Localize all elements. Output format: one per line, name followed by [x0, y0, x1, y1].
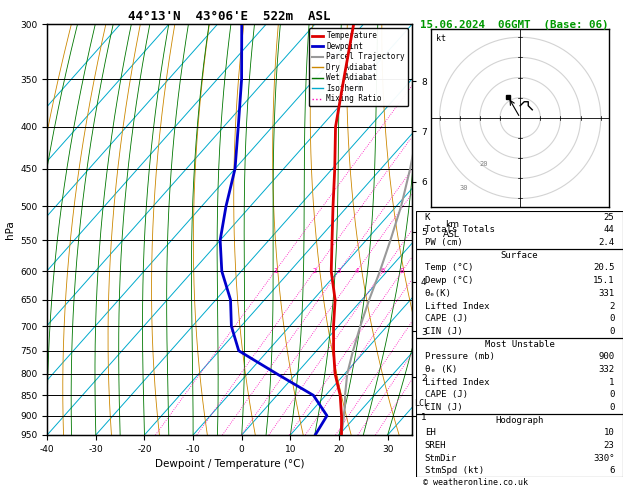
Text: 4: 4 [355, 268, 359, 274]
Text: SREH: SREH [425, 441, 446, 450]
Text: 1: 1 [609, 378, 615, 387]
Text: Surface: Surface [501, 251, 538, 260]
Text: θₑ(K): θₑ(K) [425, 289, 452, 298]
Text: CAPE (J): CAPE (J) [425, 390, 467, 399]
Text: 1: 1 [273, 268, 277, 274]
Text: kt: kt [435, 34, 445, 43]
Text: © weatheronline.co.uk: © weatheronline.co.uk [423, 478, 528, 486]
Text: 0: 0 [609, 327, 615, 336]
Text: Lifted Index: Lifted Index [425, 378, 489, 387]
Title: 44°13'N  43°06'E  522m  ASL: 44°13'N 43°06'E 522m ASL [128, 10, 331, 23]
Text: CAPE (J): CAPE (J) [425, 314, 467, 323]
Text: Totals Totals: Totals Totals [425, 226, 494, 234]
Text: 3: 3 [337, 268, 341, 274]
Text: 20.5: 20.5 [593, 263, 615, 273]
Text: 44: 44 [604, 226, 615, 234]
Text: CIN (J): CIN (J) [425, 403, 462, 412]
Text: 2: 2 [609, 301, 615, 311]
Text: 330°: 330° [593, 454, 615, 463]
Text: Lifted Index: Lifted Index [425, 301, 489, 311]
Text: Hodograph: Hodograph [496, 416, 543, 425]
Text: 900: 900 [598, 352, 615, 361]
Text: 25: 25 [604, 213, 615, 222]
Text: 30: 30 [460, 186, 468, 191]
Text: 10: 10 [604, 428, 615, 437]
X-axis label: Dewpoint / Temperature (°C): Dewpoint / Temperature (°C) [155, 459, 304, 469]
Text: 6: 6 [381, 268, 385, 274]
Text: 15.06.2024  06GMT  (Base: 06): 15.06.2024 06GMT (Base: 06) [420, 20, 608, 31]
Text: 332: 332 [598, 365, 615, 374]
Legend: Temperature, Dewpoint, Parcel Trajectory, Dry Adiabat, Wet Adiabat, Isotherm, Mi: Temperature, Dewpoint, Parcel Trajectory… [309, 28, 408, 106]
Text: 331: 331 [598, 289, 615, 298]
Text: Most Unstable: Most Unstable [484, 340, 555, 348]
Text: 0: 0 [609, 403, 615, 412]
Text: StmDir: StmDir [425, 454, 457, 463]
Y-axis label: hPa: hPa [4, 220, 14, 239]
Text: PW (cm): PW (cm) [425, 238, 462, 247]
Text: Pressure (mb): Pressure (mb) [425, 352, 494, 361]
Text: 2.4: 2.4 [598, 238, 615, 247]
Text: EH: EH [425, 428, 435, 437]
Text: Dewp (°C): Dewp (°C) [425, 276, 473, 285]
Text: LCL: LCL [414, 399, 429, 408]
Y-axis label: km
ASL: km ASL [443, 220, 460, 239]
Text: 0: 0 [609, 314, 615, 323]
Text: 15.1: 15.1 [593, 276, 615, 285]
Text: θₑ (K): θₑ (K) [425, 365, 457, 374]
Text: K: K [425, 213, 430, 222]
Text: CIN (J): CIN (J) [425, 327, 462, 336]
Text: StmSpd (kt): StmSpd (kt) [425, 467, 484, 475]
Text: 20: 20 [480, 161, 488, 167]
Text: 2: 2 [312, 268, 316, 274]
Text: 0: 0 [609, 390, 615, 399]
Text: Temp (°C): Temp (°C) [425, 263, 473, 273]
Text: 8: 8 [400, 268, 404, 274]
Text: 23: 23 [604, 441, 615, 450]
Text: 6: 6 [609, 467, 615, 475]
